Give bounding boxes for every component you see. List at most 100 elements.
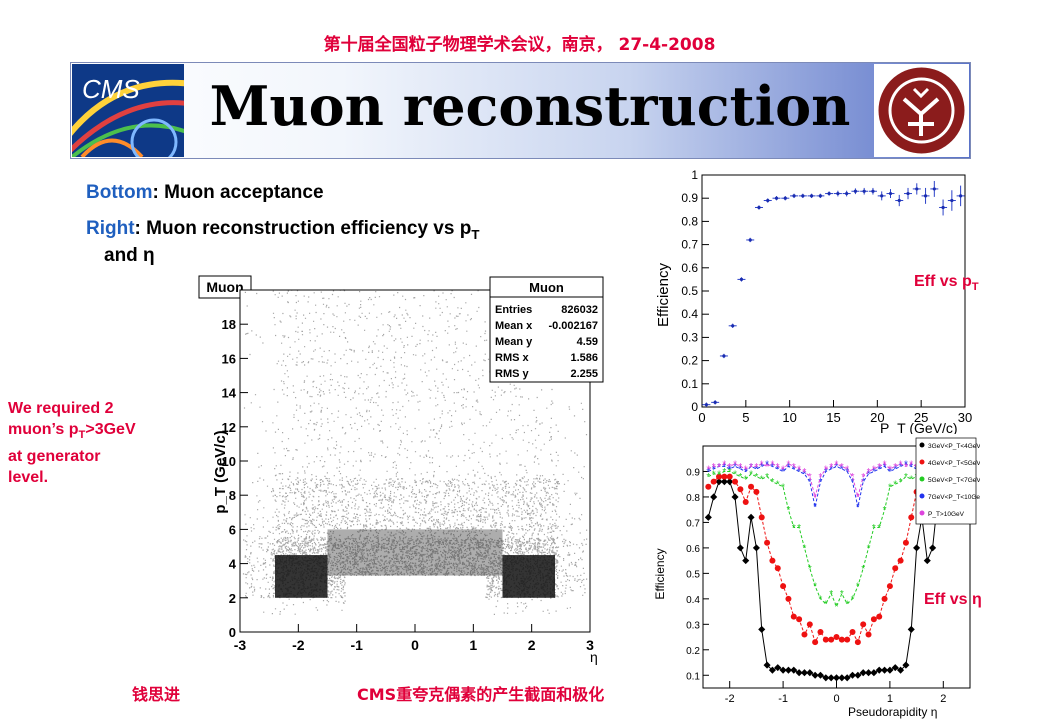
req-line-2b: >3GeV — [85, 421, 136, 438]
muon-stats-key: RMS x — [495, 352, 530, 364]
eta-point — [732, 478, 739, 485]
pt-point — [774, 196, 779, 200]
eta-point: * — [856, 503, 860, 514]
eta-point: * — [904, 459, 908, 470]
eta-point: * — [861, 477, 865, 488]
eta-point: * — [738, 472, 742, 483]
eta-point: * — [717, 470, 721, 481]
eta-point: * — [883, 459, 887, 470]
muon-acceptance-plot: Muon -3 -2 -1 0 1 2 3 0 2 4 6 8 10 12 14 16 18 Muon Entri… — [195, 272, 611, 674]
muon-ytick-label: 6 — [229, 522, 236, 537]
pt-point — [809, 194, 814, 198]
eta-ytick-label: 0.1 — [686, 671, 700, 682]
eta-point: * — [851, 472, 855, 483]
eta-point: * — [909, 475, 913, 486]
eta-ytick-label: 0.4 — [686, 595, 700, 606]
eta-point: * — [888, 482, 892, 493]
eta-point: * — [749, 462, 753, 473]
right-label: Right — [86, 218, 135, 239]
eta-point: * — [845, 599, 849, 610]
pt-ytick-label: 1 — [691, 168, 698, 182]
pt-ytick-label: 0.6 — [681, 261, 698, 275]
eta-point: * — [808, 472, 812, 483]
eta-point: * — [813, 492, 817, 503]
pt-point — [722, 354, 726, 358]
pt-ytick-label: 0.1 — [681, 377, 698, 391]
pt-plot-frame — [701, 174, 966, 408]
eta-legend-marker — [919, 442, 925, 448]
eff-eta-label: Eff vs η — [924, 591, 982, 608]
muon-ytick-label: 8 — [229, 488, 236, 503]
eta-point: * — [867, 467, 871, 478]
muon-stats-value: 826032 — [561, 304, 598, 316]
eta-point: * — [829, 462, 833, 473]
eta-point — [705, 483, 712, 490]
eta-point — [844, 636, 851, 643]
eta-point: * — [781, 464, 785, 475]
eta-legend-marker — [919, 493, 925, 499]
eta-xtick-label: -2 — [725, 693, 735, 705]
eta-point: * — [722, 462, 726, 473]
eta-point — [897, 557, 904, 564]
pt-point — [915, 187, 919, 191]
eta-point: * — [877, 464, 881, 475]
muon-stats-value: 1.586 — [570, 352, 598, 364]
pt-point — [862, 189, 866, 193]
slide-title: Muon reconstruction — [209, 74, 851, 138]
eta-ytick-label: 0.7 — [686, 518, 700, 529]
eta-point: * — [840, 462, 844, 473]
eta-point: * — [733, 459, 737, 470]
pt-point — [713, 400, 717, 404]
pt-point — [818, 194, 822, 198]
eta-point: * — [770, 459, 774, 470]
eta-point: * — [722, 467, 726, 478]
eta-point: * — [776, 464, 780, 475]
muon-dense-band-right — [502, 555, 555, 598]
eta-point: * — [728, 462, 732, 473]
eta-point — [822, 674, 830, 682]
eta-point: * — [824, 464, 828, 475]
eta-point — [742, 499, 749, 506]
eta-point: * — [797, 467, 801, 478]
eta-point: * — [893, 480, 897, 491]
eta-point — [902, 539, 909, 546]
bottom-text: : Muon acceptance — [152, 182, 324, 203]
footer-author: 钱思进 — [132, 685, 181, 704]
pt-point — [731, 324, 735, 328]
eta-point — [721, 473, 728, 480]
muon-xtick-label: -2 — [292, 637, 305, 653]
eta-point: * — [861, 472, 865, 483]
eta-point: * — [776, 462, 780, 473]
muon-stats-value: -0.002167 — [548, 320, 598, 332]
eta-point: * — [733, 470, 737, 481]
eta-point: * — [786, 505, 790, 516]
pt-point — [739, 277, 744, 281]
eta-point: * — [845, 467, 849, 478]
muon-density-points — [242, 289, 589, 615]
pku-seal-logo — [874, 64, 969, 157]
pt-xtick-label: 5 — [742, 410, 749, 425]
bottom-label: Bottom — [86, 182, 153, 203]
eta-ytick-label: 0.2 — [686, 646, 700, 657]
pt-point — [950, 198, 954, 203]
pt-ytick-label: 0.4 — [681, 307, 698, 321]
right-caption-cont: and η — [104, 245, 155, 266]
eta-point: * — [712, 464, 716, 475]
eta-point: * — [829, 464, 833, 475]
pt-xtick-label: 10 — [782, 410, 796, 425]
eta-point: * — [819, 477, 823, 488]
eta-series-line — [708, 463, 965, 499]
eta-point: * — [781, 467, 785, 478]
eta-point: * — [728, 464, 732, 475]
muon-ytick-label: 4 — [229, 557, 237, 572]
title-banner — [70, 62, 971, 159]
eta-point — [849, 628, 856, 635]
eff-pt-label-sub: T — [971, 281, 979, 294]
eta-point: * — [851, 594, 855, 605]
eta-point: * — [717, 462, 721, 473]
eta-point: * — [744, 475, 748, 486]
eta-point: * — [808, 477, 812, 488]
eta-point: * — [893, 462, 897, 473]
pt-point — [845, 191, 849, 196]
muon-ytick-label: 10 — [222, 454, 236, 469]
